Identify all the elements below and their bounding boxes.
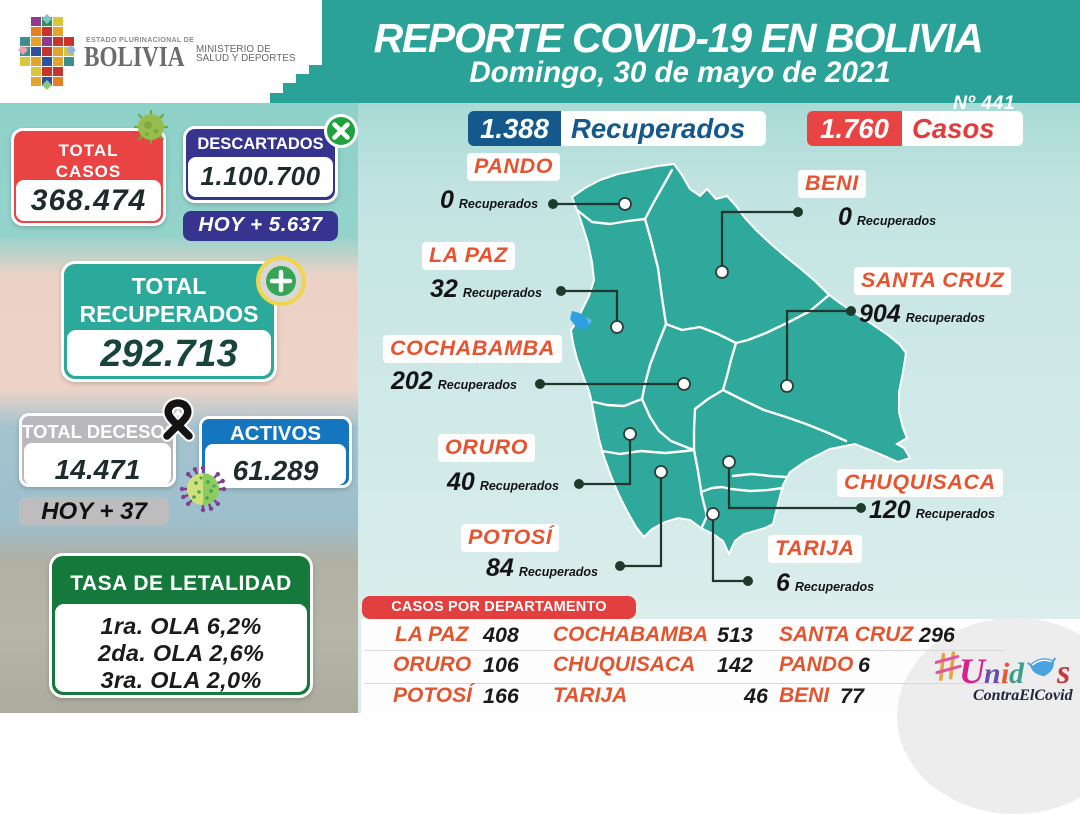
svg-text:d: d <box>1009 657 1025 690</box>
svg-text:U: U <box>959 651 987 691</box>
svg-text:s: s <box>1056 654 1070 691</box>
svg-text:n: n <box>984 657 1001 690</box>
svg-text:ContraElCovid: ContraElCovid <box>973 687 1074 704</box>
svg-text:i: i <box>1001 657 1010 690</box>
